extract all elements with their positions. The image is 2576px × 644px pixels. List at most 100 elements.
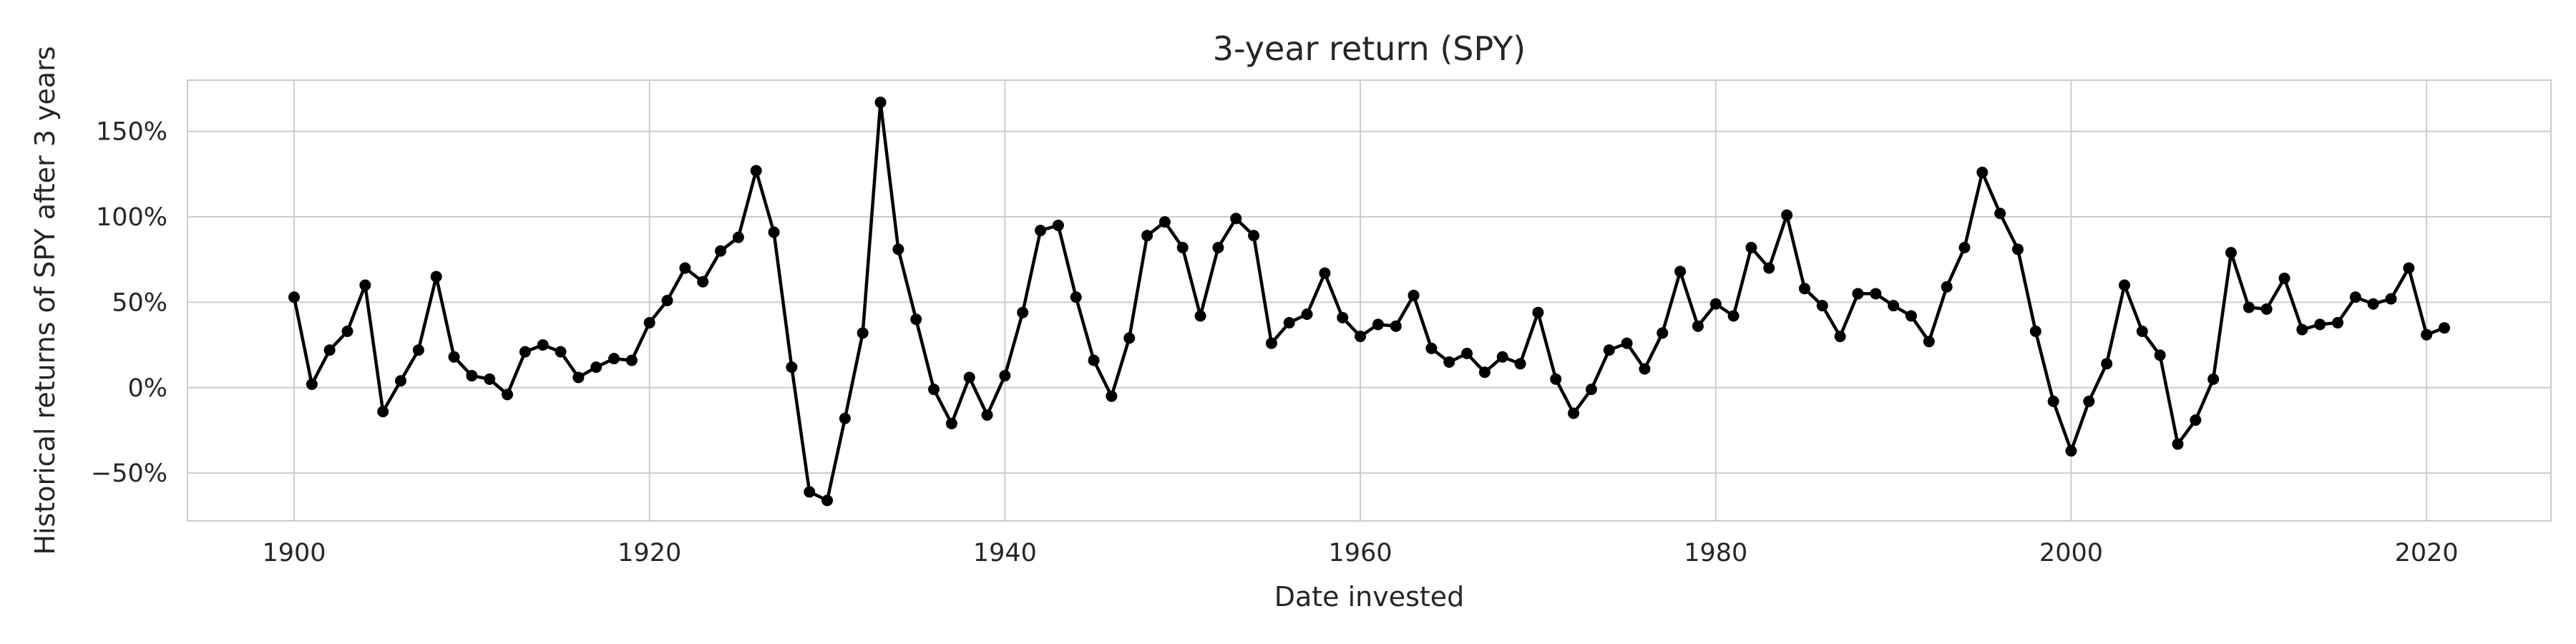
data-point	[1070, 291, 1082, 303]
data-point	[786, 361, 798, 374]
data-point	[1870, 288, 1882, 300]
data-point	[981, 409, 993, 421]
data-point	[1390, 320, 1402, 332]
data-point	[359, 279, 371, 291]
data-point	[857, 327, 869, 339]
data-point	[590, 361, 602, 374]
data-point	[2065, 445, 2077, 457]
data-point	[697, 275, 709, 288]
y-tick-labels: −50% 0% 50% 100% 150%	[91, 118, 167, 489]
data-point	[1816, 300, 1828, 312]
data-point	[608, 353, 620, 365]
data-point	[1657, 327, 1669, 339]
data-point	[1372, 318, 1384, 331]
data-point	[1461, 348, 1473, 360]
data-point	[2207, 373, 2220, 385]
grid-lines	[187, 80, 2551, 521]
data-point	[2385, 293, 2397, 305]
data-point	[1976, 166, 1989, 178]
data-point	[306, 378, 318, 390]
data-point	[1941, 280, 1953, 293]
data-point	[1994, 208, 2006, 220]
data-point	[323, 344, 336, 356]
data-point	[1035, 225, 1047, 237]
x-tick-label: 1960	[1329, 539, 1392, 567]
data-point	[1176, 241, 1189, 253]
data-point	[1088, 354, 1100, 366]
y-tick-label: 100%	[96, 203, 167, 232]
data-point	[466, 370, 478, 382]
data-point	[821, 494, 834, 507]
data-point	[1194, 310, 1206, 322]
data-point	[1603, 344, 1615, 356]
data-point	[661, 295, 673, 306]
data-point	[1958, 241, 1971, 253]
data-point	[1639, 363, 1651, 375]
data-point	[1514, 358, 1526, 370]
data-point	[928, 384, 940, 396]
data-point	[377, 406, 389, 418]
data-point	[2421, 328, 2433, 341]
data-point	[643, 317, 655, 329]
chart-title: 3-year return (SPY)	[1213, 29, 1526, 68]
data-point	[2154, 349, 2166, 361]
data-point	[2172, 438, 2184, 450]
x-tick-label: 2020	[2395, 539, 2459, 567]
data-point	[715, 245, 727, 257]
plot-frame	[187, 79, 2552, 522]
data-point	[1248, 230, 1260, 242]
data-point	[1443, 356, 1455, 368]
data-point	[999, 370, 1011, 382]
data-point	[1265, 337, 1277, 349]
data-point	[1496, 351, 1508, 363]
data-point	[519, 346, 531, 358]
data-point	[2278, 272, 2290, 284]
x-tick-label: 1940	[973, 539, 1037, 567]
data-point	[1852, 288, 1864, 300]
data-point	[1106, 390, 1118, 402]
data-point	[1355, 331, 1367, 343]
data-point	[2260, 303, 2273, 315]
data-point	[1905, 310, 1917, 322]
data-point	[2136, 325, 2148, 337]
data-point	[572, 371, 585, 384]
data-point	[1745, 241, 1757, 253]
data-point	[1301, 308, 1313, 321]
data-point	[412, 344, 424, 356]
series-group	[288, 97, 2450, 507]
data-point	[1585, 384, 1597, 396]
data-point	[1052, 219, 1064, 231]
data-point	[1337, 311, 1349, 323]
data-point	[1478, 366, 1491, 379]
data-point	[1888, 300, 1900, 312]
data-point	[2314, 318, 2326, 331]
x-tick-label: 1900	[262, 539, 326, 567]
data-point	[448, 351, 460, 363]
data-point	[1763, 262, 1775, 274]
data-point	[910, 313, 922, 326]
data-point	[1158, 216, 1171, 228]
data-point	[2438, 322, 2450, 334]
data-point	[732, 231, 744, 243]
y-tick-label: 0%	[127, 374, 167, 403]
data-point	[1727, 310, 1740, 322]
data-point	[2403, 262, 2415, 274]
y-tick-label: 150%	[96, 118, 167, 147]
data-point	[2029, 325, 2041, 337]
data-point	[2367, 298, 2379, 310]
data-point	[1674, 265, 1687, 278]
data-point	[1781, 209, 1793, 221]
data-point	[1017, 306, 1029, 318]
data-point	[555, 346, 567, 358]
data-point	[2243, 301, 2255, 313]
data-point	[963, 371, 975, 384]
data-point	[804, 486, 816, 498]
data-point	[1709, 298, 1722, 310]
data-point	[768, 226, 780, 238]
data-point	[2118, 279, 2130, 291]
data-point	[1212, 241, 1224, 253]
data-point	[2190, 414, 2202, 426]
data-point	[395, 375, 407, 387]
data-point	[430, 270, 442, 283]
